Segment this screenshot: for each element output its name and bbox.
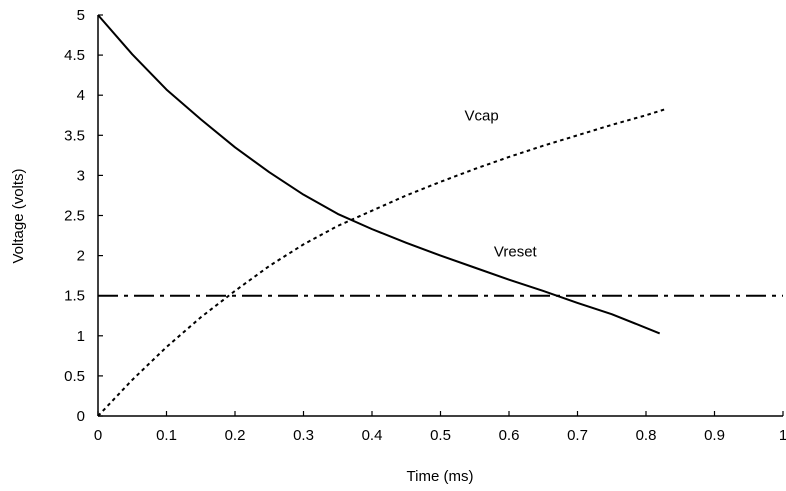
y-axis-label: Voltage (volts) [10,168,27,263]
y-tick-label: 5 [77,7,85,24]
y-tick-label: 3 [77,167,85,184]
x-axis-label: Time (ms) [407,468,474,485]
x-tick-label: 0.3 [293,427,314,444]
y-tick-label: 3.5 [64,127,85,144]
series-line-vcap [97,107,667,417]
y-tick-label: 2 [77,248,85,265]
x-tick-label: 0.1 [156,427,177,444]
series-lines [97,14,783,417]
annotation-vreset-label: Vreset [494,244,538,261]
x-tick-label: 1 [779,427,786,444]
plot-area: 0 0.1 0.2 0.3 0.4 0.5 0.6 0.7 0.8 0.9 1 0 0.5 1 1.5 2 2… [64,7,786,444]
y-tick-label: 0.5 [64,368,85,385]
series-line-vreset [97,14,661,335]
y-tick-label: 4.5 [64,47,85,64]
x-tick-label: 0.4 [362,427,383,444]
x-tick-label: 0.9 [704,427,725,444]
x-tick-label: 0.2 [225,427,246,444]
x-ticks: 0 0.1 0.2 0.3 0.4 0.5 0.6 0.7 0.8 0.9 1 [94,411,786,444]
y-tick-label: 1.5 [64,288,85,305]
annotations: Vcap Vreset [464,107,537,260]
y-ticks: 0 0.5 1 1.5 2 2.5 3 3.5 4 4.5 5 [64,7,103,425]
y-tick-label: 2.5 [64,208,85,225]
y-tick-label: 0 [77,408,85,425]
x-tick-label: 0.7 [567,427,588,444]
x-tick-label: 0.5 [430,427,451,444]
x-tick-label: 0.6 [499,427,520,444]
y-tick-label: 1 [77,328,85,345]
y-tick-label: 4 [77,87,85,104]
x-tick-label: 0 [94,427,102,444]
x-tick-label: 0.8 [636,427,657,444]
annotation-vcap-label: Vcap [464,107,498,124]
